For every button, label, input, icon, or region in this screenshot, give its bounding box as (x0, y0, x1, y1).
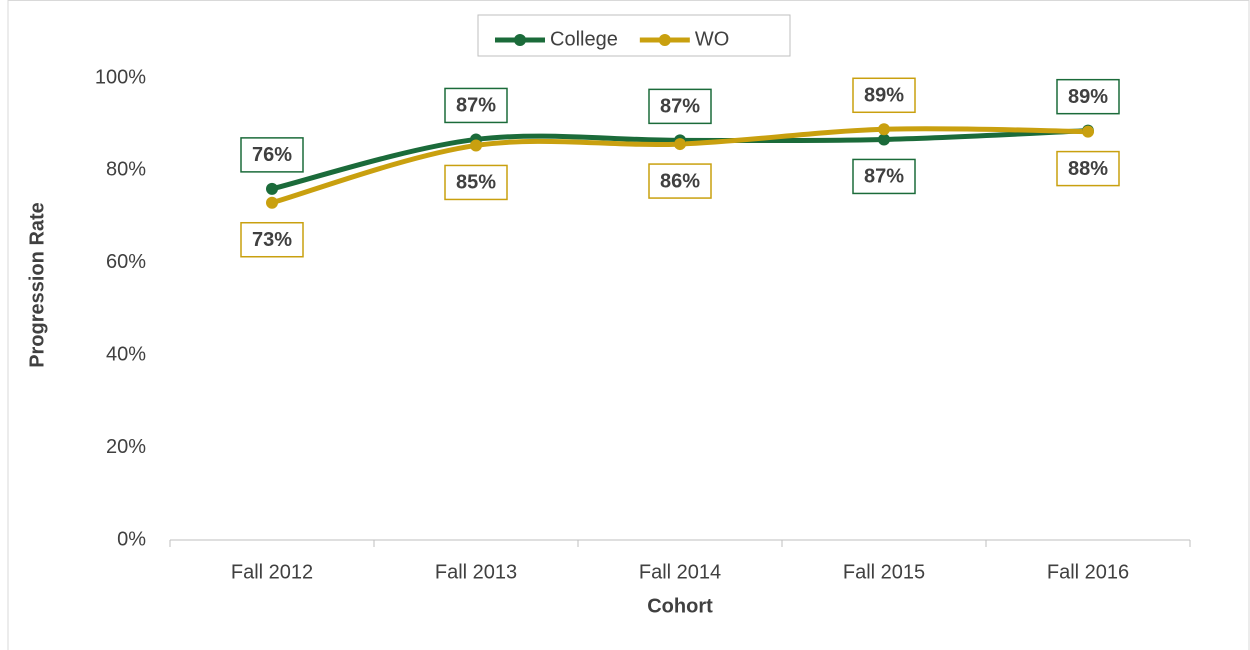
data-label-box (648, 88, 712, 125)
data-label: 87% (660, 96, 700, 118)
data-label: 76% (252, 144, 292, 166)
data-label-box (240, 137, 304, 173)
data-label-box (444, 87, 508, 124)
x-tick-label: Fall 2012 (231, 561, 313, 583)
legend-label: WO (695, 28, 729, 50)
x-tick-label: Fall 2016 (1047, 561, 1129, 583)
y-tick-label: 60% (106, 251, 146, 273)
legend-label: College (550, 28, 618, 50)
data-point (878, 133, 890, 146)
data-label-box (852, 158, 916, 195)
data-label: 88% (1068, 158, 1108, 180)
y-tick-label: 20% (106, 436, 146, 458)
x-tick-label: Fall 2015 (843, 561, 925, 583)
data-label: 89% (864, 85, 904, 107)
data-label-box (852, 77, 916, 114)
data-label-box (444, 164, 508, 201)
data-label: 89% (1068, 86, 1108, 108)
data-point (674, 138, 686, 151)
data-point (878, 123, 890, 136)
data-point (470, 139, 482, 152)
data-point (266, 196, 278, 209)
data-label: 73% (252, 229, 292, 251)
data-label-box (1056, 150, 1120, 187)
data-label-box (1056, 78, 1120, 115)
data-label: 85% (456, 172, 496, 194)
y-tick-label: 80% (106, 159, 146, 181)
legend-box (477, 14, 791, 57)
y-axis-title: Progression Rate (26, 202, 48, 368)
x-axis-title: Cohort (647, 595, 713, 617)
data-label: 87% (864, 166, 904, 188)
data-label-box (240, 221, 304, 258)
data-label: 86% (660, 170, 700, 192)
y-tick-label: 0% (117, 528, 146, 550)
y-tick-label: 40% (106, 343, 146, 365)
data-label-box (648, 163, 712, 199)
data-label: 87% (456, 95, 496, 117)
legend-marker (658, 34, 671, 46)
x-tick-label: Fall 2014 (639, 561, 721, 583)
chart-frame (7, 0, 1250, 650)
data-point (266, 182, 278, 195)
legend-marker (514, 34, 526, 46)
y-tick-label: 100% (95, 66, 146, 88)
x-tick-label: Fall 2013 (435, 561, 517, 583)
data-point (1082, 125, 1094, 138)
